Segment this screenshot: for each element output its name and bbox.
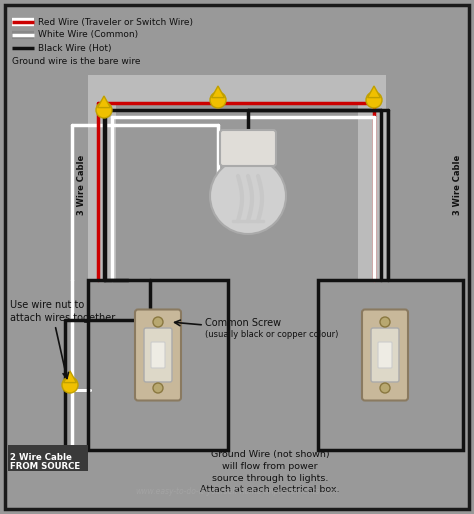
Polygon shape <box>98 96 110 107</box>
Circle shape <box>366 92 382 108</box>
Polygon shape <box>64 371 76 382</box>
Text: (usually black or copper colour): (usually black or copper colour) <box>205 330 338 339</box>
FancyBboxPatch shape <box>135 309 181 400</box>
Text: Ground wire is the bare wire: Ground wire is the bare wire <box>12 57 140 65</box>
Text: Use wire nut to
attach wires together.: Use wire nut to attach wires together. <box>10 300 118 323</box>
Polygon shape <box>368 86 381 98</box>
Text: White Wire (Common): White Wire (Common) <box>38 30 138 40</box>
FancyBboxPatch shape <box>378 342 392 368</box>
Bar <box>8 445 88 471</box>
Circle shape <box>210 158 286 234</box>
Polygon shape <box>211 86 224 98</box>
FancyBboxPatch shape <box>362 309 408 400</box>
FancyBboxPatch shape <box>144 328 172 382</box>
Text: 3 Wire Cable: 3 Wire Cable <box>454 155 463 215</box>
Circle shape <box>96 102 112 118</box>
Bar <box>358 75 386 280</box>
Text: 2 Wire Cable: 2 Wire Cable <box>10 453 72 462</box>
Bar <box>88 75 116 280</box>
Text: Black Wire (Hot): Black Wire (Hot) <box>38 44 111 52</box>
Text: Common Screw: Common Screw <box>205 318 281 328</box>
Circle shape <box>380 317 390 327</box>
Text: Ground Wire (not shown)
will flow from power
source through to lights.
Attach at: Ground Wire (not shown) will flow from p… <box>200 450 340 494</box>
Circle shape <box>153 317 163 327</box>
Bar <box>88 75 386 103</box>
Circle shape <box>153 383 163 393</box>
FancyBboxPatch shape <box>371 328 399 382</box>
Text: FROM SOURCE: FROM SOURCE <box>10 462 80 471</box>
Circle shape <box>380 383 390 393</box>
Bar <box>88 280 228 450</box>
Text: Red Wire (Traveler or Switch Wire): Red Wire (Traveler or Switch Wire) <box>38 17 193 27</box>
Circle shape <box>210 92 226 108</box>
Circle shape <box>62 377 78 393</box>
Text: 3 Wire Cable: 3 Wire Cable <box>78 155 86 215</box>
FancyBboxPatch shape <box>151 342 165 368</box>
Text: www.easy-to-do-it-yourself-home-improvements.com: www.easy-to-do-it-yourself-home-improvem… <box>136 487 338 497</box>
FancyBboxPatch shape <box>220 130 276 166</box>
Bar <box>318 280 463 450</box>
